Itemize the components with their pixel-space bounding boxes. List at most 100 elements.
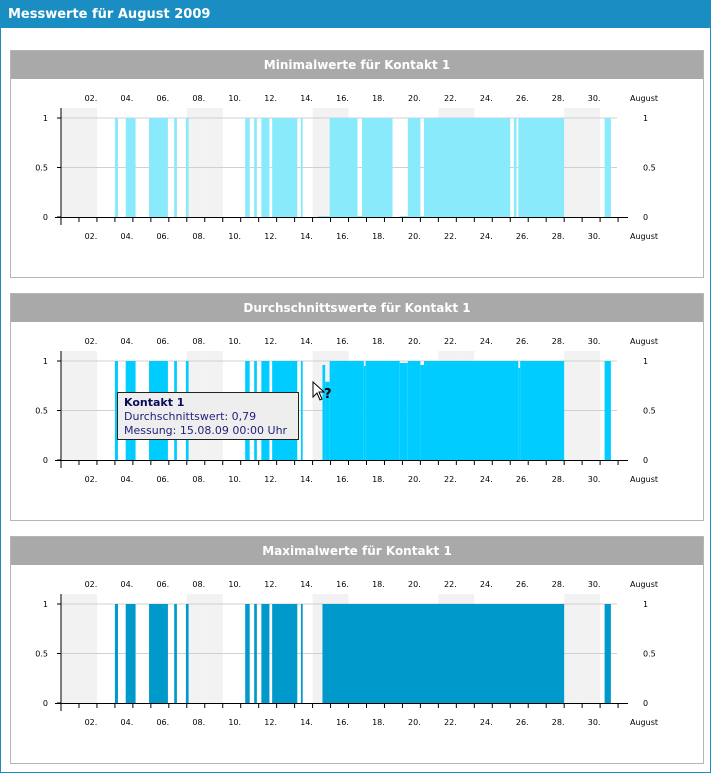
x-tick-label-top: 24. bbox=[480, 580, 493, 589]
x-tick-label-bottom: 20. bbox=[408, 232, 421, 241]
chart-bar bbox=[254, 118, 257, 217]
x-tick-label-top: 10. bbox=[228, 94, 241, 103]
chart-bar bbox=[363, 365, 366, 460]
x-tick-label-top: 06. bbox=[156, 337, 169, 346]
chart-bar bbox=[518, 367, 521, 460]
x-tick-label-bottom: 24. bbox=[480, 232, 493, 241]
x-tick-label-top: 12. bbox=[264, 94, 277, 103]
weekend-band bbox=[582, 351, 601, 460]
x-tick-label-bottom: 06. bbox=[156, 475, 169, 484]
x-tick-label-bottom: 04. bbox=[121, 718, 134, 727]
chart-bar bbox=[272, 118, 298, 217]
x-tick-label-top: 02. bbox=[85, 337, 98, 346]
x-tick-label-bottom: 28. bbox=[552, 475, 565, 484]
x-tick-label-bottom: 10. bbox=[228, 718, 241, 727]
x-tick-label-bottom: 18. bbox=[372, 718, 385, 727]
x-tick-label-bottom: 06. bbox=[156, 232, 169, 241]
chart-bar bbox=[399, 362, 408, 460]
x-tick-label-top: 22. bbox=[444, 580, 457, 589]
chart-bar bbox=[423, 118, 511, 217]
x-tick-label-bottom: 02. bbox=[85, 475, 98, 484]
x-tick-label-bottom: 24. bbox=[480, 718, 493, 727]
window-title: Messwerte für August 2009 bbox=[1, 1, 710, 28]
weekend-band bbox=[186, 594, 205, 703]
chart-bar bbox=[518, 118, 565, 217]
y-tick-label-left: 1 bbox=[43, 114, 48, 123]
weekend-band bbox=[61, 108, 79, 217]
chart-bar bbox=[185, 118, 189, 217]
chart-bar bbox=[174, 604, 177, 703]
x-tick-label-top: 12. bbox=[264, 337, 277, 346]
chart-bar bbox=[261, 604, 270, 703]
y-tick-label-left: 1 bbox=[43, 600, 48, 609]
x-tick-label-top: 28. bbox=[552, 580, 565, 589]
x-tick-label-top: 16. bbox=[336, 580, 349, 589]
x-tick-label-top: 30. bbox=[588, 580, 601, 589]
y-tick-label-right: 1 bbox=[643, 357, 648, 366]
tooltip-measurement-time: Messung: 15.08.09 00:00 Uhr bbox=[124, 424, 288, 437]
avg-chart-title: Durchschnittswerte für Kontakt 1 bbox=[11, 294, 703, 322]
tooltip-title: Kontakt 1 bbox=[124, 396, 185, 409]
weekend-band bbox=[564, 594, 583, 703]
x-tick-label-top: 14. bbox=[300, 94, 313, 103]
y-tick-label-right: 0.5 bbox=[643, 407, 656, 416]
chart-bar bbox=[174, 118, 177, 217]
chart-bar bbox=[300, 361, 303, 460]
x-tick-label-bottom: 04. bbox=[121, 232, 134, 241]
x-tick-label-bottom: 18. bbox=[372, 232, 385, 241]
x-tick-label-bottom: 12. bbox=[264, 718, 277, 727]
y-tick-label-left: 1 bbox=[43, 357, 48, 366]
chart-bar bbox=[420, 364, 424, 460]
weekend-band bbox=[61, 351, 79, 460]
x-tick-label-bottom: 14. bbox=[300, 475, 313, 484]
y-tick-label-left: 0 bbox=[43, 456, 48, 465]
chart-bar bbox=[300, 118, 303, 217]
x-tick-label-bottom: 22. bbox=[444, 232, 457, 241]
x-tick-label-top: 14. bbox=[300, 337, 313, 346]
chart-bar bbox=[407, 118, 421, 217]
chart-bar bbox=[604, 361, 611, 460]
chart-bar bbox=[325, 381, 330, 460]
x-tick-label-bottom: 20. bbox=[408, 718, 421, 727]
x-tick-label-bottom: 18. bbox=[372, 475, 385, 484]
x-tick-label-bottom: 22. bbox=[444, 475, 457, 484]
y-tick-label-left: 0.5 bbox=[35, 164, 48, 173]
x-tick-label-bottom: 10. bbox=[228, 475, 241, 484]
x-tick-label-top: 26. bbox=[516, 337, 529, 346]
svg-text:?: ? bbox=[324, 387, 332, 402]
weekend-band bbox=[186, 108, 205, 217]
x-tick-label-bottom: 08. bbox=[192, 232, 205, 241]
chart-bar bbox=[300, 604, 303, 703]
y-tick-label-right: 0 bbox=[643, 699, 648, 708]
x-tick-label-bottom: 28. bbox=[552, 718, 565, 727]
x-tick-label-bottom: 12. bbox=[264, 475, 277, 484]
month-label-top: August bbox=[630, 337, 658, 346]
x-tick-label-bottom: 30. bbox=[588, 718, 601, 727]
x-tick-label-bottom: 08. bbox=[192, 718, 205, 727]
help-cursor-icon: ? bbox=[312, 381, 332, 402]
x-tick-label-top: 20. bbox=[408, 337, 421, 346]
measurement-tooltip: Kontakt 1 Durchschnittswert: 0,79 Messun… bbox=[117, 392, 299, 440]
weekend-band bbox=[204, 594, 223, 703]
x-tick-label-top: 26. bbox=[516, 580, 529, 589]
y-tick-label-left: 0.5 bbox=[35, 407, 48, 416]
weekend-band bbox=[78, 351, 97, 460]
weekend-band bbox=[204, 108, 223, 217]
x-tick-label-bottom: 16. bbox=[336, 232, 349, 241]
max-chart-title: Maximalwerte für Kontakt 1 bbox=[11, 537, 703, 565]
x-tick-label-top: 28. bbox=[552, 337, 565, 346]
weekend-band bbox=[564, 108, 583, 217]
x-tick-label-bottom: 26. bbox=[516, 718, 529, 727]
chart-bar bbox=[322, 604, 565, 703]
chart-bar bbox=[329, 118, 358, 217]
x-tick-label-top: 20. bbox=[408, 94, 421, 103]
x-tick-label-bottom: 06. bbox=[156, 718, 169, 727]
chart-bar bbox=[261, 118, 270, 217]
x-tick-label-top: 08. bbox=[192, 580, 205, 589]
chart-bar bbox=[114, 604, 118, 703]
chart-bar bbox=[407, 361, 421, 460]
weekend-band bbox=[78, 594, 97, 703]
chart-bar bbox=[423, 361, 519, 460]
chart-bar bbox=[125, 604, 136, 703]
